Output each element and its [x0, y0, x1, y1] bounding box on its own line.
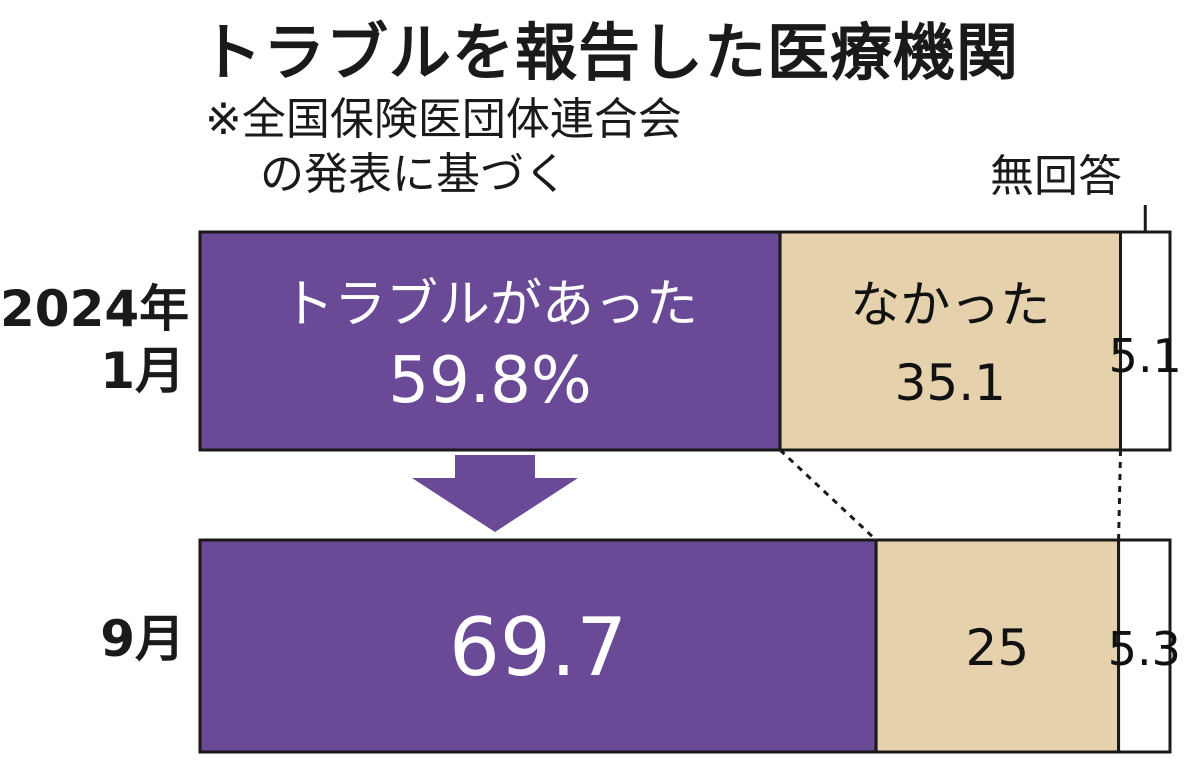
chart-title: トラブルを報告した医療機関: [200, 16, 1020, 89]
source-note-line1: ※全国保険医団体連合会: [205, 94, 682, 145]
row-label-sep-month: 9月: [100, 610, 185, 668]
value-label-had-trouble-jan: 59.8%: [388, 344, 591, 418]
no-response-label: 無回答: [990, 151, 1122, 202]
source-note-line2: の発表に基づく: [260, 149, 568, 200]
value-label-no-response-sep: 5.3: [1108, 622, 1181, 676]
value-label-no-trouble-sep: 25: [966, 619, 1030, 677]
row-label-jan: 2024年 1月: [0, 278, 190, 402]
bar-had-trouble-sep: [198, 538, 878, 754]
bar-no-response-jan: [1119, 230, 1172, 452]
source-note: ※全国保険医団体連合会 の発表に基づく: [205, 92, 682, 202]
row-label-jan-month: 1月: [100, 342, 185, 400]
bar-no-response-sep: [1117, 538, 1172, 754]
bar-no-trouble-sep: [874, 538, 1121, 754]
row-label-sep: 9月: [0, 608, 185, 670]
value-label-no-response-jan: 5.1: [1109, 329, 1182, 383]
bar-no-trouble-jan: [778, 230, 1123, 452]
down-arrow-icon: [412, 455, 578, 532]
series-name-had-trouble: トラブルがあった: [282, 275, 698, 335]
series-name-no-trouble: なかった: [850, 276, 1050, 334]
connector-line-2: [1117, 449, 1123, 541]
value-label-no-trouble-jan: 35.1: [895, 354, 1006, 412]
connector-line-1: [779, 448, 878, 542]
value-label-had-trouble-sep: 69.7: [449, 601, 627, 694]
row-label-jan-year: 2024年: [0, 280, 190, 338]
